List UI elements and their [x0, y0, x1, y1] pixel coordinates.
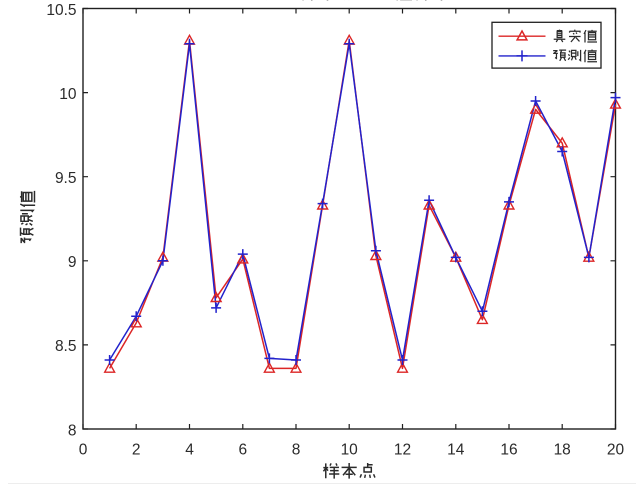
svg-text:16: 16	[500, 442, 517, 459]
svg-text:14: 14	[447, 442, 465, 459]
svg-text:6: 6	[238, 442, 247, 459]
svg-text:8: 8	[68, 422, 77, 439]
svg-text:12: 12	[394, 442, 411, 459]
svg-text:20: 20	[607, 442, 625, 459]
svg-text:18: 18	[554, 442, 571, 459]
svg-text:10: 10	[341, 442, 359, 459]
svg-text:2: 2	[132, 442, 141, 459]
svg-text:8.5: 8.5	[55, 338, 77, 355]
svg-text:8: 8	[292, 442, 301, 459]
svg-text:10: 10	[59, 86, 77, 103]
svg-text:9.5: 9.5	[55, 170, 77, 187]
svg-text:4: 4	[185, 442, 194, 459]
svg-text:9: 9	[68, 254, 77, 271]
svg-text:0: 0	[79, 442, 88, 459]
svg-text:10.5: 10.5	[46, 2, 76, 19]
